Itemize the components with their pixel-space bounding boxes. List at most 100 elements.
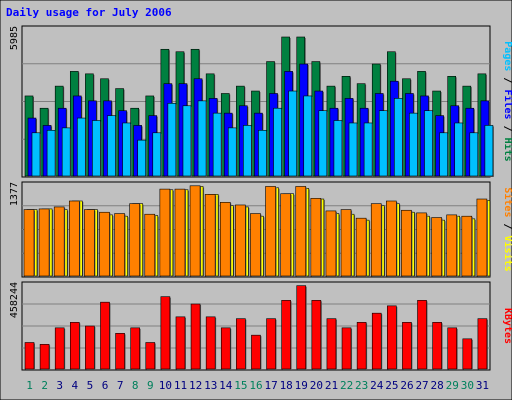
x-tick-label: 6 <box>102 379 109 392</box>
x-tick-label: 22 <box>340 379 353 392</box>
bar-sites <box>53 206 65 277</box>
bar-pages <box>348 122 358 177</box>
bar-pages <box>227 127 237 177</box>
bar-pages <box>409 112 418 177</box>
x-tick-label: 24 <box>370 379 384 392</box>
bar-kbytes <box>54 327 65 370</box>
x-tick-label: 18 <box>280 379 293 392</box>
bar-sites <box>99 211 110 277</box>
x-tick-label: 29 <box>446 379 459 392</box>
bar-kbytes <box>24 342 35 370</box>
bar-pages <box>61 127 71 177</box>
bar-kbytes <box>266 318 276 370</box>
bar-sites <box>340 209 352 277</box>
bar-pages <box>107 115 116 177</box>
bar-kbytes <box>145 342 156 370</box>
bar-pages <box>454 122 464 177</box>
bar-pages <box>469 132 479 177</box>
bar-sites <box>280 193 291 277</box>
x-tick-label: 30 <box>461 379 474 392</box>
bar-sites <box>355 217 367 277</box>
bar-sites <box>219 202 231 277</box>
bar-kbytes <box>296 285 307 370</box>
x-tick-label: 9 <box>147 379 154 392</box>
bar-kbytes <box>311 300 322 370</box>
bar-sites <box>386 200 397 277</box>
bar-kbytes <box>417 300 427 370</box>
x-tick-label: 4 <box>72 379 79 392</box>
bar-kbytes <box>356 322 367 370</box>
legend-entry: / <box>502 120 512 138</box>
bar-sites <box>204 194 216 277</box>
legend-entry: Sites <box>502 187 512 217</box>
bar-kbytes <box>281 300 291 370</box>
bar-pages <box>122 122 131 177</box>
bar-sites <box>370 203 382 277</box>
bar-sites <box>461 215 473 277</box>
x-tick-label: 5 <box>87 379 94 392</box>
bar-kbytes <box>432 322 442 370</box>
x-tick-label: 7 <box>117 379 124 392</box>
bar-pages <box>76 117 86 177</box>
bar-pages <box>92 120 101 177</box>
bar-sites <box>189 185 201 277</box>
bar-sites <box>310 198 322 277</box>
bar-kbytes <box>462 338 473 370</box>
bar-kbytes <box>447 327 458 370</box>
x-tick-label: 20 <box>310 379 323 392</box>
x-tick-label: 11 <box>174 379 187 392</box>
x-tick-label: 28 <box>431 379 444 392</box>
bar-sites <box>476 198 488 277</box>
legend-bottom: KBytes <box>502 308 512 344</box>
x-tick-label: 16 <box>249 379 262 392</box>
legend-entry: / <box>502 217 512 235</box>
bar-sites <box>159 188 171 277</box>
bar-kbytes <box>341 327 352 370</box>
bar-sites <box>325 210 337 277</box>
bar-pages <box>197 100 207 177</box>
panel-bottom: 458244 KBytes <box>9 281 512 371</box>
bar-sites <box>23 209 35 277</box>
y-max-label: 458244 <box>9 282 20 318</box>
bar-kbytes <box>175 316 186 370</box>
legend-middle: Sites / Visits <box>502 187 512 271</box>
bar-sites <box>250 213 261 277</box>
bar-pages <box>439 132 448 177</box>
x-tick-label: 14 <box>219 379 233 392</box>
bar-pages <box>212 112 222 177</box>
panel-top: 5985 Pages / Files / Hits <box>9 25 512 178</box>
legend-entry: KBytes <box>502 308 512 344</box>
bar-sites <box>235 204 246 277</box>
bar-kbytes <box>402 322 412 370</box>
legend-entry: Visits <box>502 236 512 272</box>
x-tick-label: 17 <box>264 379 277 392</box>
y-max-label: 5985 <box>9 26 20 50</box>
bar-pages <box>363 122 373 177</box>
bar-sites <box>38 208 50 277</box>
x-tick-label: 13 <box>204 379 217 392</box>
x-tick-label: 31 <box>476 379 489 392</box>
bar-sites <box>144 213 156 277</box>
bar-sites <box>295 186 307 277</box>
bar-pages <box>31 132 41 177</box>
bar-pages <box>182 105 192 177</box>
bar-pages <box>333 120 343 177</box>
x-tick-label: 8 <box>132 379 139 392</box>
x-axis-labels: 1 2 3 4 5 6 7 8 9 10 11 12 13 14 15 16 17 18 19 20 21 22 23 24 2… <box>26 379 489 392</box>
bar-kbytes <box>220 327 231 370</box>
panel-middle: 1377 Sites / Visits <box>9 181 512 278</box>
bar-kbytes <box>39 344 50 370</box>
legend-top: Pages / Files / Hits <box>502 41 512 161</box>
bar-kbytes <box>190 303 201 370</box>
legend-entry: Hits <box>502 138 512 162</box>
x-tick-label: 2 <box>41 379 48 392</box>
bar-sites <box>114 213 125 277</box>
x-tick-label: 25 <box>385 379 398 392</box>
chart-panels: 5985 Pages / Files / Hits 1377 Sites / Visi… <box>9 25 512 371</box>
bar-pages <box>484 125 494 177</box>
bar-pages <box>243 125 252 177</box>
bar-kbytes <box>130 327 140 370</box>
bar-kbytes <box>85 325 95 370</box>
y-max-label: 1377 <box>9 182 20 206</box>
